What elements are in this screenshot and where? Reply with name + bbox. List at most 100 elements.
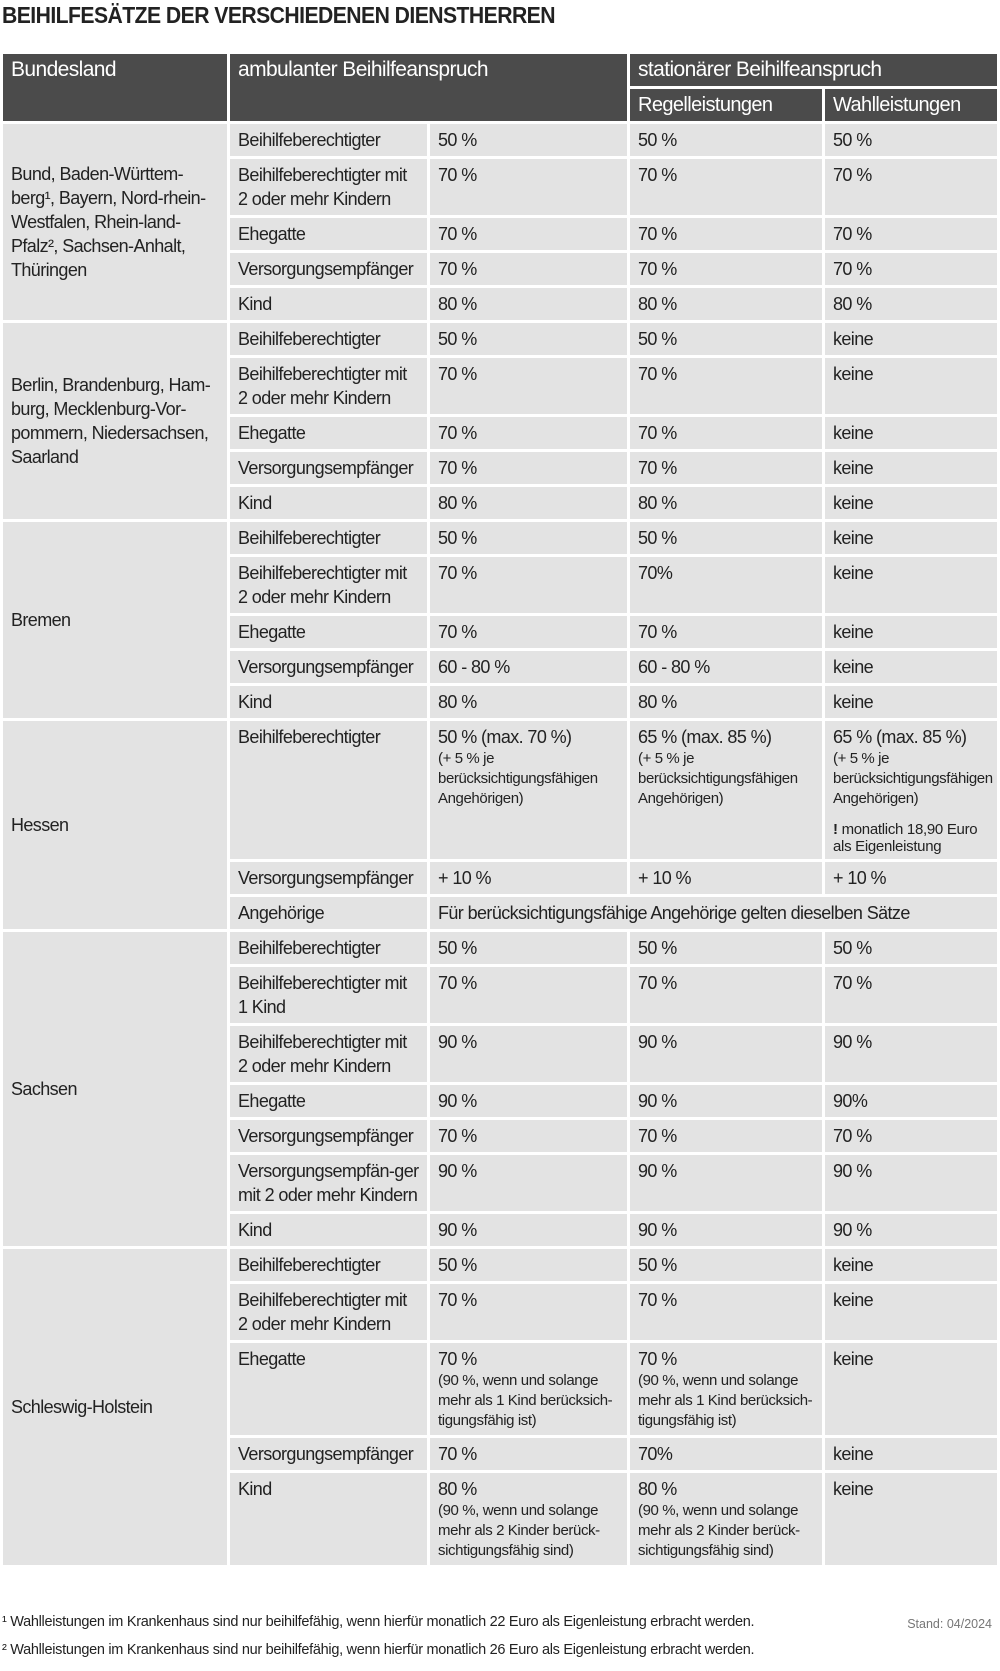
reg-cell: 70 % bbox=[630, 967, 822, 1023]
reg-cell: 70 % bbox=[630, 616, 822, 648]
person-label: Versorgungsempfänger bbox=[230, 862, 427, 894]
wahl-value: 65 % (max. 85 %) bbox=[833, 727, 967, 747]
amb-cell: 80 % bbox=[430, 288, 627, 320]
wahl-value: 70 % bbox=[833, 165, 872, 185]
amb-note: (+ 5 % je berücksichtigungsfähigen Angeh… bbox=[438, 750, 598, 807]
amb-cell: 90 % bbox=[430, 1214, 627, 1246]
wahl-value: 70 % bbox=[833, 973, 872, 993]
wahl-value: 70 % bbox=[833, 1126, 872, 1146]
reg-cell: 90 % bbox=[630, 1026, 822, 1082]
amb-value: 60 - 80 % bbox=[438, 657, 510, 677]
person-label: Kind bbox=[230, 288, 427, 320]
table-row: Bund, Baden-Württem-berg¹, Bayern, Nord-… bbox=[3, 124, 997, 320]
reg-value: 70 % bbox=[638, 165, 677, 185]
table-row: Beihilfeberechtigter mit 2 oder mehr Kin… bbox=[3, 1026, 997, 1082]
amb-cell: 70 % bbox=[430, 358, 627, 414]
table-row: Versorgungsempfänger + 10 % + 10 % + 10 % bbox=[3, 862, 997, 894]
wahl-cell: keine bbox=[825, 651, 997, 683]
amb-cell: 70 % bbox=[430, 452, 627, 484]
person-label: Versorgungsempfän-ger mit 2 oder mehr Ki… bbox=[230, 1155, 427, 1211]
table-row: Kind 80 % 80 % keine bbox=[3, 686, 997, 718]
reg-value: 80 % bbox=[638, 493, 677, 513]
amb-value: 70 % bbox=[438, 259, 477, 279]
amb-cell: 70 % bbox=[430, 159, 627, 215]
table-row: Kind 80 % 80 % 80 % bbox=[3, 288, 997, 320]
amb-cell: 50 % bbox=[430, 323, 627, 355]
warning-text: monatlich 18,90 Euro als Eigenleistung bbox=[833, 821, 978, 855]
wahl-value: keine bbox=[833, 528, 874, 548]
wahl-cell: keine bbox=[825, 1249, 997, 1281]
reg-cell: 65 % (max. 85 %) (+ 5 % je berücksichtigu… bbox=[630, 721, 822, 859]
reg-note: (90 %, wenn und solange mehr als 2 Kinde… bbox=[638, 1502, 800, 1559]
table-row: Beihilfeberechtigter mit 2 oder mehr Kin… bbox=[3, 358, 997, 414]
wahl-value: 50 % bbox=[833, 938, 872, 958]
reg-value: + 10 % bbox=[638, 868, 692, 888]
header-bundesland: Bundesland bbox=[3, 54, 227, 121]
header-regelleistungen: Regelleistungen bbox=[630, 89, 822, 121]
table-row: Versorgungsempfänger 70 % 70% keine bbox=[3, 1438, 997, 1470]
state-cell: Schleswig-Holstein bbox=[3, 1249, 227, 1565]
reg-value: 70 % bbox=[638, 1290, 677, 1310]
amb-value: 70 % bbox=[438, 1349, 477, 1369]
wahl-value: keine bbox=[833, 622, 874, 642]
amb-cell: + 10 % bbox=[430, 862, 627, 894]
reg-value: 70 % bbox=[638, 423, 677, 443]
wahl-value: 70 % bbox=[833, 224, 872, 244]
person-label: Ehegatte bbox=[230, 1343, 427, 1435]
reg-cell: 50 % bbox=[630, 522, 822, 554]
wahl-cell: keine bbox=[825, 686, 997, 718]
amb-value: 80 % bbox=[438, 294, 477, 314]
reg-value: 50 % bbox=[638, 1255, 677, 1275]
person-label: Beihilfeberechtigter mit 2 oder mehr Kin… bbox=[230, 1026, 427, 1082]
footnote-1: ¹ Wahlleistungen im Krankenhaus sind nur… bbox=[2, 1614, 755, 1630]
person-label: Ehegatte bbox=[230, 417, 427, 449]
person-label: Beihilfeberechtigter bbox=[230, 323, 427, 355]
person-label: Beihilfeberechtigter bbox=[230, 932, 427, 964]
table-row: Ehegatte 70 % (90 %, wenn und solange mehr… bbox=[3, 1343, 997, 1435]
amb-cell: 80 % (90 %, wenn und solange mehr als 2 K… bbox=[430, 1473, 627, 1565]
person-label: Versorgungsempfänger bbox=[230, 1438, 427, 1470]
amb-value: 90 % bbox=[438, 1032, 477, 1052]
reg-note: (+ 5 % je berücksichtigungsfähigen Angeh… bbox=[638, 750, 798, 807]
person-label: Beihilfeberechtigter mit 2 oder mehr Kin… bbox=[230, 159, 427, 215]
state-cell: Sachsen bbox=[3, 932, 227, 1246]
amb-cell: 90 % bbox=[430, 1085, 627, 1117]
table-row: Ehegatte 70 % 70 % keine bbox=[3, 616, 997, 648]
amb-value: 90 % bbox=[438, 1161, 477, 1181]
amb-value: 50 % (max. 70 %) bbox=[438, 727, 572, 747]
wahl-value: 90% bbox=[833, 1091, 868, 1111]
reg-value: 80 % bbox=[638, 294, 677, 314]
amb-cell: 70 % bbox=[430, 557, 627, 613]
wahl-value: keine bbox=[833, 364, 874, 384]
reg-cell: 80 % bbox=[630, 487, 822, 519]
wahl-cell: 70 % bbox=[825, 159, 997, 215]
reg-value: 90 % bbox=[638, 1091, 677, 1111]
wahl-value: 90 % bbox=[833, 1032, 872, 1052]
reg-cell: 70 % bbox=[630, 218, 822, 250]
wahl-value: 90 % bbox=[833, 1220, 872, 1240]
reg-cell: 90 % bbox=[630, 1155, 822, 1211]
reg-value: 90 % bbox=[638, 1161, 677, 1181]
person-label: Beihilfeberechtigter mit 2 oder mehr Kin… bbox=[230, 557, 427, 613]
amb-cell: 70 % (90 %, wenn und solange mehr als 1 K… bbox=[430, 1343, 627, 1435]
reg-cell: 70 % bbox=[630, 1120, 822, 1152]
amb-value: 70 % bbox=[438, 973, 477, 993]
table-row: Kind 90 % 90 % 90 % bbox=[3, 1214, 997, 1246]
amb-note: (90 %, wenn und solange mehr als 2 Kinde… bbox=[438, 1502, 600, 1559]
reg-value: 70 % bbox=[638, 973, 677, 993]
reg-value: 65 % (max. 85 %) bbox=[638, 727, 772, 747]
wahl-cell: keine bbox=[825, 417, 997, 449]
amb-value: 70 % bbox=[438, 224, 477, 244]
table-row: Beihilfeberechtigter mit 2 oder mehr Kin… bbox=[3, 557, 997, 613]
amb-value: 70 % bbox=[438, 165, 477, 185]
amb-value: 70 % bbox=[438, 1126, 477, 1146]
amb-value: 70 % bbox=[438, 1444, 477, 1464]
wahl-value: keine bbox=[833, 458, 874, 478]
amb-cell: 50 % bbox=[430, 932, 627, 964]
wahl-cell: 80 % bbox=[825, 288, 997, 320]
wahl-value: 50 % bbox=[833, 130, 872, 150]
reg-cell: 70% bbox=[630, 1438, 822, 1470]
reg-value: 80 % bbox=[638, 692, 677, 712]
wahl-value: keine bbox=[833, 563, 874, 583]
reg-value: 70% bbox=[638, 1444, 673, 1464]
